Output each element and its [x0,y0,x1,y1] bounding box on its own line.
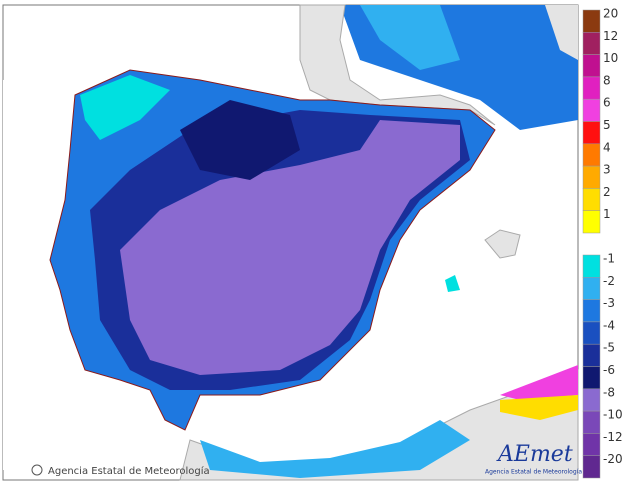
africa-cold [200,420,470,478]
legend-label: -8 [603,385,615,399]
legend-swatch [582,410,601,434]
legend-label: -5 [603,341,615,355]
africa-warm [500,395,578,420]
logo-subtitle: Agencia Estatal de Meteorología [485,469,582,476]
legend-label: 20 [603,7,618,21]
legend-label: -2 [603,274,615,288]
legend: 20 12 10 8 6 5 4 3 2 1 -1 -2 -3 -4 -5 -6 -8 -10 -12 -20 [582,7,623,479]
legend-swatch [582,143,601,167]
legend-swatch [582,388,601,412]
legend-swatch [582,366,601,390]
legend-label: -20 [603,452,623,466]
copyright-icon [31,464,43,476]
legend-label: 4 [603,140,611,154]
legend-swatch [582,98,601,122]
legend-label: -4 [603,318,615,332]
legend-swatch [582,32,601,55]
legend-label: 5 [603,118,611,132]
atlantic [3,70,160,470]
legend-label: -3 [603,296,615,310]
ibiza [445,275,460,292]
legend-swatch [582,210,601,234]
legend-swatch [582,455,601,479]
logo: AEmet [496,442,573,467]
legend-label: -10 [603,408,623,422]
legend-label: 6 [603,96,611,110]
legend-label: 2 [603,185,611,199]
legend-swatch [582,299,601,323]
legend-swatch [582,433,601,456]
land-gray [545,5,578,60]
legend-swatch [582,76,601,100]
legend-swatch [582,277,601,300]
legend-label: 1 [603,207,611,221]
legend-swatch [582,343,601,367]
meseta-cold [180,100,300,180]
legend-swatch [582,254,601,278]
legend-swatch [582,121,601,145]
legend-label: -6 [603,363,615,377]
legend-swatch [582,165,601,189]
legend-label: -12 [603,430,623,444]
africa-warm [500,365,578,400]
galicia-cold [80,75,170,140]
legend-label: 12 [603,29,618,43]
legend-swatch [582,188,601,211]
mallorca [484,229,521,259]
legend-label: 10 [603,51,618,65]
iberia-core [120,120,460,375]
credit: Agencia Estatal de Meteorología [48,465,210,477]
france [299,4,496,126]
legend-label: 3 [603,163,611,177]
legend-swatch [582,9,601,33]
sea-cold [360,5,460,70]
legend-label: 8 [603,73,611,87]
legend-label: -1 [603,252,615,266]
legend-swatch [582,54,601,78]
legend-swatch [582,321,601,345]
